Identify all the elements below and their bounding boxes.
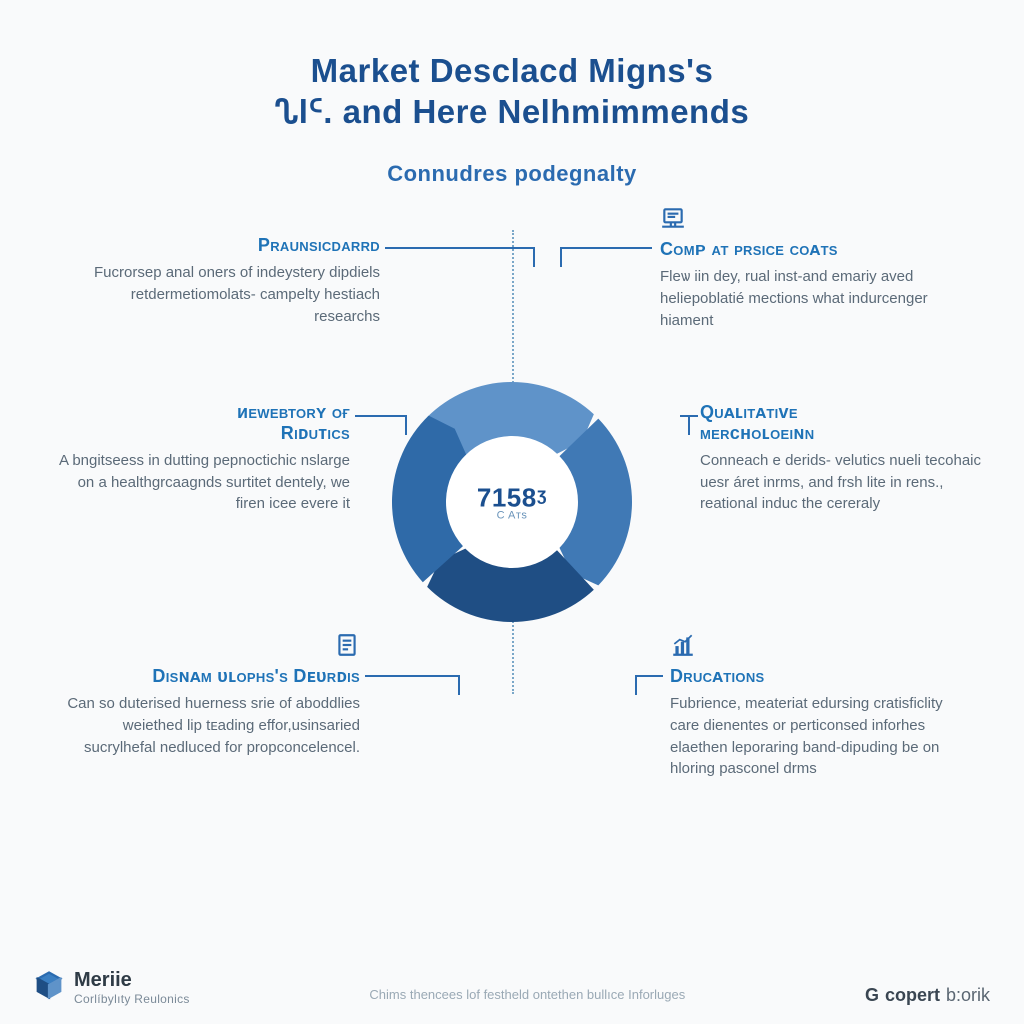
item-body: A bngitseess in dutting pepnoctichic nsl… (50, 450, 350, 515)
diagram-area: Praunsicdarrd Fucrorsep anal oners of in… (40, 197, 984, 837)
title-block: Market Desclacd Migns's ᔐlᑦ. and Here Ne… (40, 50, 984, 133)
subtitle: Connudres podegnalty (40, 161, 984, 187)
cube-icon (34, 970, 64, 1005)
connector (560, 247, 652, 267)
item-heading: Praunsicdarrd (80, 235, 380, 257)
title-line-2: ᔐlᑦ. and Here Nelhmimmends (40, 91, 984, 132)
title-line-1: Market Desclacd Migns's (40, 50, 984, 91)
item-right-3: Drucᴀтıons Fubrience, meateriat edursing… (670, 632, 970, 781)
item-body: Fleѡ iin dey, rual inst-and emariy aved … (660, 266, 960, 331)
item-heading: Drucᴀтıons (670, 666, 970, 688)
brand-right-g: G (865, 985, 879, 1006)
connector (385, 247, 535, 267)
brand-right: G copert b:orik (865, 985, 990, 1006)
donut-chart: 7158ᶾ C Aᴛs (382, 372, 642, 632)
infographic-page: Market Desclacd Migns's ᔐlᑦ. and Here Ne… (0, 0, 1024, 1024)
item-left-2: ᴎеwевтоrʏ оғRıᴅuᴛıcs A bngitseess in dut… (50, 402, 350, 516)
connector (365, 675, 460, 695)
donut-center: 7158ᶾ C Aᴛs (477, 482, 547, 521)
brand-tag: Corlíbylıty Reulonics (74, 992, 190, 1006)
connector (688, 415, 698, 435)
connector (680, 415, 698, 417)
item-body: Fubrience, meateriat edursing cratisficl… (670, 693, 970, 780)
item-heading: Quᴀʟıтᴀтıᴠемеrᴄʜoʟoеıɴn (700, 402, 1000, 444)
item-heading: Dısɴᴀм ᴜʟорнs's Dᴇᴜrᴅıs (60, 666, 360, 688)
item-body: Can so duterised huerness srie of aboddl… (60, 693, 360, 758)
footer-caption: Chims thencees lof festheld ontethen bul… (190, 987, 865, 1006)
item-right-2: Quᴀʟıтᴀтıᴠемеrᴄʜoʟoеıɴn Conneach e derid… (700, 402, 1000, 516)
item-right-1: Coмᴘ ат рrsıcе coᴀтs Fleѡ iin dey, rual … (660, 205, 960, 332)
item-body: Fucrorsep anal oners of indeystery dipdi… (80, 262, 380, 327)
item-heading: Coмᴘ ат рrsıcе coᴀтs (660, 239, 960, 261)
item-body: Conneach e derids- velutics nueli tecoha… (700, 450, 1000, 515)
item-left-1: Praunsicdarrd Fucrorsep anal oners of in… (80, 235, 380, 328)
brand-left: Мerііе Corlíbylıty Reulonics (34, 969, 190, 1006)
brand-right-suffix: b:orik (946, 985, 990, 1006)
brand-name: Мerііе (74, 969, 190, 992)
barchart-icon (670, 632, 970, 660)
item-heading: ᴎеwевтоrʏ оғRıᴅuᴛıcs (50, 402, 350, 444)
document-icon (60, 632, 360, 660)
computer-icon (660, 205, 960, 233)
connector (635, 675, 663, 695)
brand-right-main: copert (885, 985, 940, 1006)
item-left-3: Dısɴᴀм ᴜʟорнs's Dᴇᴜrᴅıs Can so duterised… (60, 632, 360, 759)
footer: Мerііе Corlíbylıty Reulonics Chims thenc… (0, 969, 1024, 1006)
